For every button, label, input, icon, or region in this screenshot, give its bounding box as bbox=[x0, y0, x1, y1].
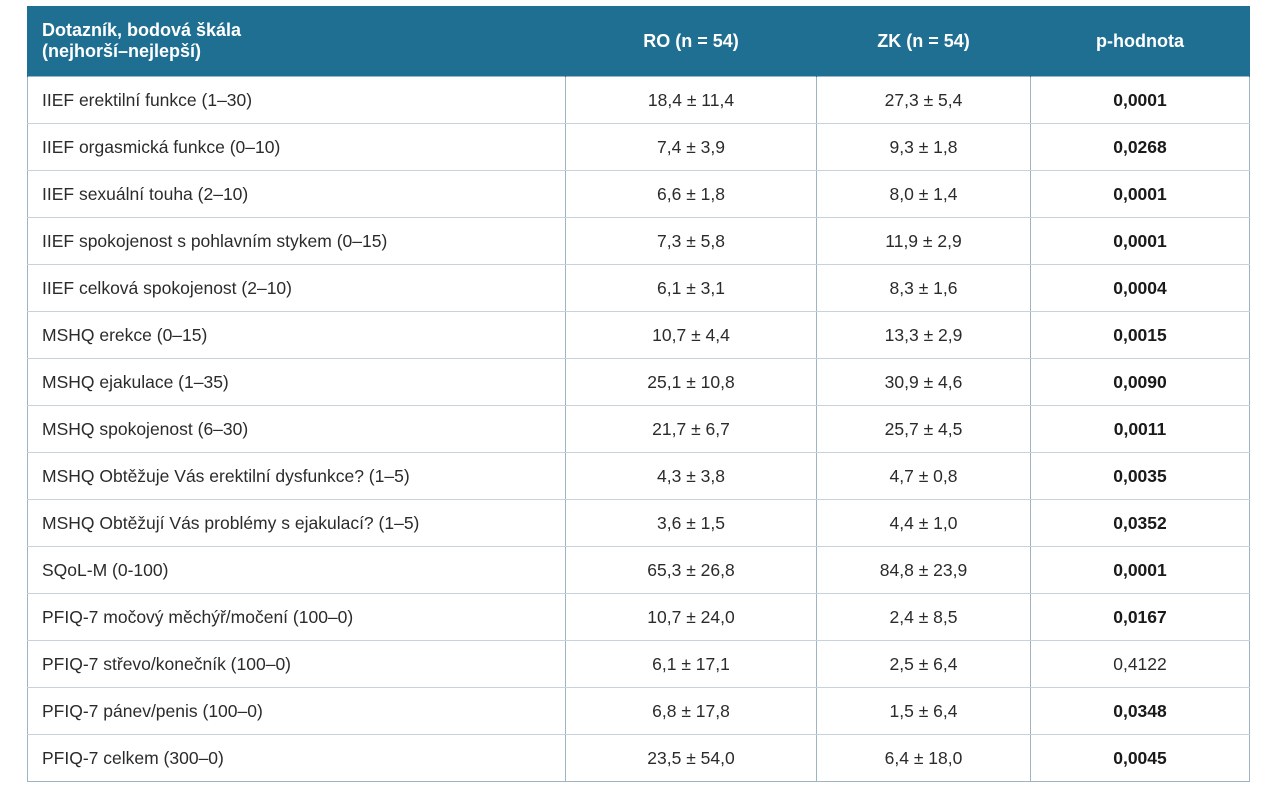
cell-ro: 10,7 ± 24,0 bbox=[565, 593, 817, 641]
table-row: MSHQ spokojenost (6–30) 21,7 ± 6,7 25,7 ± … bbox=[27, 405, 1250, 453]
header-p-value: p-hodnota bbox=[1030, 6, 1250, 77]
cell-p-value: 0,0090 bbox=[1030, 358, 1250, 406]
table-row: PFIQ-7 pánev/penis (100–0) 6,8 ± 17,8 1,5 … bbox=[27, 687, 1250, 735]
cell-p-value: 0,0001 bbox=[1030, 170, 1250, 218]
cell-zk: 6,4 ± 18,0 bbox=[816, 734, 1031, 782]
cell-questionnaire: PFIQ-7 pánev/penis (100–0) bbox=[27, 687, 566, 735]
cell-zk: 13,3 ± 2,9 bbox=[816, 311, 1031, 359]
header-questionnaire-line1: Dotazník, bodová škála bbox=[42, 20, 242, 40]
table-row: PFIQ-7 celkem (300–0) 23,5 ± 54,0 6,4 ± 18… bbox=[27, 734, 1250, 782]
cell-p-value: 0,0015 bbox=[1030, 311, 1250, 359]
cell-p-value: 0,0001 bbox=[1030, 217, 1250, 265]
cell-ro: 6,8 ± 17,8 bbox=[565, 687, 817, 735]
cell-p-value: 0,0268 bbox=[1030, 123, 1250, 171]
cell-questionnaire: MSHQ ejakulace (1–35) bbox=[27, 358, 566, 406]
cell-ro: 7,4 ± 3,9 bbox=[565, 123, 817, 171]
header-ro: RO (n = 54) bbox=[565, 6, 817, 77]
table-body: IIEF erektilní funkce (1–30) 18,4 ± 11,4 2… bbox=[27, 76, 1250, 782]
cell-ro: 6,6 ± 1,8 bbox=[565, 170, 817, 218]
results-table-container: Dotazník, bodová škála (nejhorší–nejlepš… bbox=[27, 6, 1250, 794]
cell-ro: 6,1 ± 3,1 bbox=[565, 264, 817, 312]
table-row: IIEF orgasmická funkce (0–10) 7,4 ± 3,9 9,… bbox=[27, 123, 1250, 171]
table-row: IIEF sexuální touha (2–10) 6,6 ± 1,8 8,0 ±… bbox=[27, 170, 1250, 218]
table-header: Dotazník, bodová škála (nejhorší–nejlepš… bbox=[27, 6, 1250, 77]
cell-questionnaire: IIEF orgasmická funkce (0–10) bbox=[27, 123, 566, 171]
cell-questionnaire: PFIQ-7 celkem (300–0) bbox=[27, 734, 566, 782]
cell-p-value: 0,0167 bbox=[1030, 593, 1250, 641]
cell-questionnaire: PFIQ-7 střevo/konečník (100–0) bbox=[27, 640, 566, 688]
table-row: MSHQ Obtěžuje Vás erektilní dysfunkce? (… bbox=[27, 452, 1250, 500]
cell-ro: 18,4 ± 11,4 bbox=[565, 76, 817, 124]
cell-zk: 8,3 ± 1,6 bbox=[816, 264, 1031, 312]
cell-p-value: 0,0348 bbox=[1030, 687, 1250, 735]
cell-zk: 2,4 ± 8,5 bbox=[816, 593, 1031, 641]
table-row: IIEF spokojenost s pohlavním stykem (0–1… bbox=[27, 217, 1250, 265]
cell-questionnaire: IIEF erektilní funkce (1–30) bbox=[27, 76, 566, 124]
cell-p-value: 0,0001 bbox=[1030, 76, 1250, 124]
cell-zk: 27,3 ± 5,4 bbox=[816, 76, 1031, 124]
cell-zk: 11,9 ± 2,9 bbox=[816, 217, 1031, 265]
table-row: PFIQ-7 střevo/konečník (100–0) 6,1 ± 17,1… bbox=[27, 640, 1250, 688]
cell-zk: 8,0 ± 1,4 bbox=[816, 170, 1031, 218]
cell-questionnaire: IIEF spokojenost s pohlavním stykem (0–1… bbox=[27, 217, 566, 265]
cell-zk: 84,8 ± 23,9 bbox=[816, 546, 1031, 594]
header-questionnaire: Dotazník, bodová škála (nejhorší–nejlepš… bbox=[27, 6, 566, 77]
cell-zk: 4,7 ± 0,8 bbox=[816, 452, 1031, 500]
cell-questionnaire: IIEF sexuální touha (2–10) bbox=[27, 170, 566, 218]
results-table: Dotazník, bodová škála (nejhorší–nejlepš… bbox=[27, 6, 1250, 782]
cell-p-value: 0,0004 bbox=[1030, 264, 1250, 312]
table-row: SQoL-M (0-100) 65,3 ± 26,8 84,8 ± 23,9 0,00… bbox=[27, 546, 1250, 594]
cell-questionnaire: MSHQ Obtěžují Vás problémy s ejakulací? … bbox=[27, 499, 566, 547]
header-questionnaire-line2: (nejhorší–nejlepší) bbox=[42, 41, 202, 61]
cell-zk: 25,7 ± 4,5 bbox=[816, 405, 1031, 453]
cell-questionnaire: MSHQ erekce (0–15) bbox=[27, 311, 566, 359]
cell-zk: 30,9 ± 4,6 bbox=[816, 358, 1031, 406]
cell-questionnaire: MSHQ spokojenost (6–30) bbox=[27, 405, 566, 453]
table-row: MSHQ erekce (0–15) 10,7 ± 4,4 13,3 ± 2,9 0,… bbox=[27, 311, 1250, 359]
cell-ro: 7,3 ± 5,8 bbox=[565, 217, 817, 265]
header-zk: ZK (n = 54) bbox=[816, 6, 1031, 77]
cell-questionnaire: SQoL-M (0-100) bbox=[27, 546, 566, 594]
cell-ro: 6,1 ± 17,1 bbox=[565, 640, 817, 688]
table-row: IIEF erektilní funkce (1–30) 18,4 ± 11,4 2… bbox=[27, 76, 1250, 124]
cell-ro: 65,3 ± 26,8 bbox=[565, 546, 817, 594]
cell-ro: 23,5 ± 54,0 bbox=[565, 734, 817, 782]
cell-ro: 10,7 ± 4,4 bbox=[565, 311, 817, 359]
cell-p-value: 0,0001 bbox=[1030, 546, 1250, 594]
cell-p-value: 0,0035 bbox=[1030, 452, 1250, 500]
cell-p-value: 0,0045 bbox=[1030, 734, 1250, 782]
cell-questionnaire: MSHQ Obtěžuje Vás erektilní dysfunkce? (… bbox=[27, 452, 566, 500]
cell-ro: 21,7 ± 6,7 bbox=[565, 405, 817, 453]
header-row: Dotazník, bodová škála (nejhorší–nejlepš… bbox=[27, 6, 1250, 77]
cell-p-value: 0,4122 bbox=[1030, 640, 1250, 688]
cell-p-value: 0,0011 bbox=[1030, 405, 1250, 453]
table-row: IIEF celková spokojenost (2–10) 6,1 ± 3,1… bbox=[27, 264, 1250, 312]
table-row: MSHQ Obtěžují Vás problémy s ejakulací? … bbox=[27, 499, 1250, 547]
table-row: PFIQ-7 močový měchýř/močení (100–0) 10,7 … bbox=[27, 593, 1250, 641]
cell-ro: 3,6 ± 1,5 bbox=[565, 499, 817, 547]
cell-p-value: 0,0352 bbox=[1030, 499, 1250, 547]
cell-questionnaire: PFIQ-7 močový měchýř/močení (100–0) bbox=[27, 593, 566, 641]
cell-ro: 4,3 ± 3,8 bbox=[565, 452, 817, 500]
cell-zk: 2,5 ± 6,4 bbox=[816, 640, 1031, 688]
table-row: MSHQ ejakulace (1–35) 25,1 ± 10,8 30,9 ± 4… bbox=[27, 358, 1250, 406]
cell-ro: 25,1 ± 10,8 bbox=[565, 358, 817, 406]
cell-zk: 1,5 ± 6,4 bbox=[816, 687, 1031, 735]
cell-zk: 4,4 ± 1,0 bbox=[816, 499, 1031, 547]
cell-zk: 9,3 ± 1,8 bbox=[816, 123, 1031, 171]
cell-questionnaire: IIEF celková spokojenost (2–10) bbox=[27, 264, 566, 312]
